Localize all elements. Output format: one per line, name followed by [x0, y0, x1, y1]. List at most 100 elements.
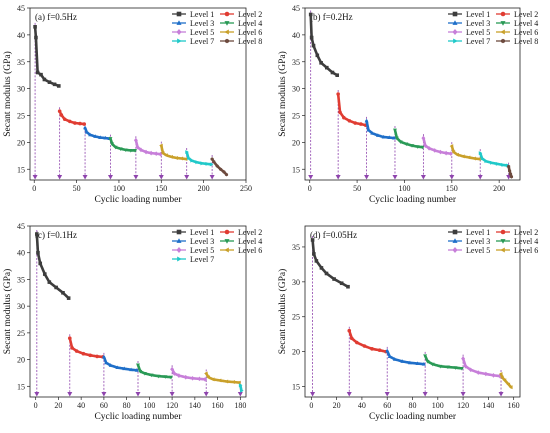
data-point	[149, 150, 154, 156]
y-tick-label: 20	[17, 356, 25, 365]
legend-label: Level 7	[466, 37, 490, 46]
series-line-5	[461, 357, 502, 378]
data-point	[36, 250, 40, 255]
legend-label: Level 4	[238, 237, 262, 246]
panel-label: (a) f=0.5Hz	[35, 12, 77, 22]
data-point	[398, 140, 403, 144]
legend-label: Level 3	[466, 237, 490, 246]
legend-marker	[453, 38, 458, 44]
data-point	[330, 70, 335, 75]
data-point	[415, 145, 420, 149]
data-point	[154, 151, 159, 157]
legend-label: Level 6	[514, 246, 538, 255]
data-point	[42, 272, 47, 276]
legend-label: Level 6	[238, 28, 262, 37]
legend-marker	[452, 20, 458, 25]
x-tick-label: 100	[143, 401, 155, 410]
data-point	[339, 281, 344, 286]
data-point	[136, 363, 140, 368]
level-start-arrow	[460, 392, 466, 397]
series-line-5	[422, 136, 453, 155]
legend-marker	[177, 38, 182, 44]
data-point	[507, 164, 511, 169]
data-point	[59, 113, 64, 117]
data-point	[212, 159, 216, 164]
data-point	[122, 366, 127, 371]
data-point	[491, 373, 496, 378]
x-tick-label: 160	[212, 401, 224, 410]
series-line-1	[311, 238, 350, 289]
data-point	[101, 354, 106, 359]
data-point	[62, 117, 67, 122]
x-tick-label: 40	[358, 401, 366, 410]
data-point	[179, 156, 184, 161]
data-point	[335, 73, 340, 77]
series-line-4	[393, 128, 424, 149]
level-start-arrow	[32, 175, 38, 180]
x-tick-label: 120	[166, 401, 178, 410]
series-line-7	[478, 151, 509, 167]
x-tick-label: 80	[409, 401, 417, 410]
data-point	[108, 363, 113, 367]
x-tick-label: 0	[32, 184, 36, 193]
legend-marker	[452, 229, 458, 235]
legend-marker	[500, 21, 506, 26]
data-point	[73, 121, 77, 125]
data-point	[461, 154, 465, 159]
y-tick-label: 15	[292, 165, 300, 174]
data-point	[308, 12, 313, 17]
data-point	[336, 92, 340, 96]
y-tick-label: 25	[292, 112, 300, 121]
data-point	[438, 364, 443, 369]
data-point	[160, 151, 165, 156]
data-point	[83, 125, 88, 130]
data-point	[42, 77, 47, 82]
level-start-arrow	[184, 175, 190, 180]
level-start-arrow	[34, 392, 40, 397]
data-point	[33, 25, 37, 29]
data-point	[164, 153, 168, 158]
plot-frame	[29, 7, 247, 181]
level-start-arrow	[420, 175, 426, 180]
data-point	[138, 369, 143, 374]
data-point	[508, 385, 513, 390]
legend-label: Level 8	[514, 37, 538, 46]
data-point	[183, 374, 188, 380]
x-tick-label: 100	[113, 184, 125, 193]
data-point	[113, 145, 118, 150]
data-point	[128, 148, 133, 153]
legend-marker	[176, 20, 182, 25]
data-point	[420, 145, 425, 150]
data-point	[176, 373, 181, 378]
data-point	[35, 232, 39, 236]
y-axis-label: Secant modulus (GPa)	[277, 269, 288, 355]
y-tick-label: 20	[292, 348, 300, 357]
y-tick-label: 40	[292, 31, 300, 40]
data-point	[430, 362, 435, 367]
data-point	[135, 144, 140, 150]
y-tick-label: 35	[292, 58, 300, 67]
series-line-2	[347, 329, 388, 353]
data-point	[190, 375, 195, 381]
data-point	[476, 370, 481, 375]
data-point	[156, 374, 161, 379]
data-point	[495, 161, 500, 166]
data-point	[355, 340, 359, 345]
data-point	[381, 134, 386, 139]
data-point	[231, 380, 235, 385]
data-point	[134, 368, 139, 372]
data-point	[362, 344, 367, 348]
x-tick-label: 150	[155, 184, 167, 193]
level-start-arrow	[498, 392, 504, 397]
data-point	[168, 375, 173, 380]
data-point	[172, 371, 177, 376]
series-line-1	[35, 232, 70, 300]
data-point	[427, 145, 432, 151]
data-point	[47, 280, 52, 284]
data-point	[219, 167, 223, 172]
data-point	[392, 128, 397, 133]
x-tick-label: 120	[457, 401, 469, 410]
data-point	[463, 363, 468, 369]
level-start-arrow	[101, 392, 107, 397]
data-point	[508, 169, 512, 173]
